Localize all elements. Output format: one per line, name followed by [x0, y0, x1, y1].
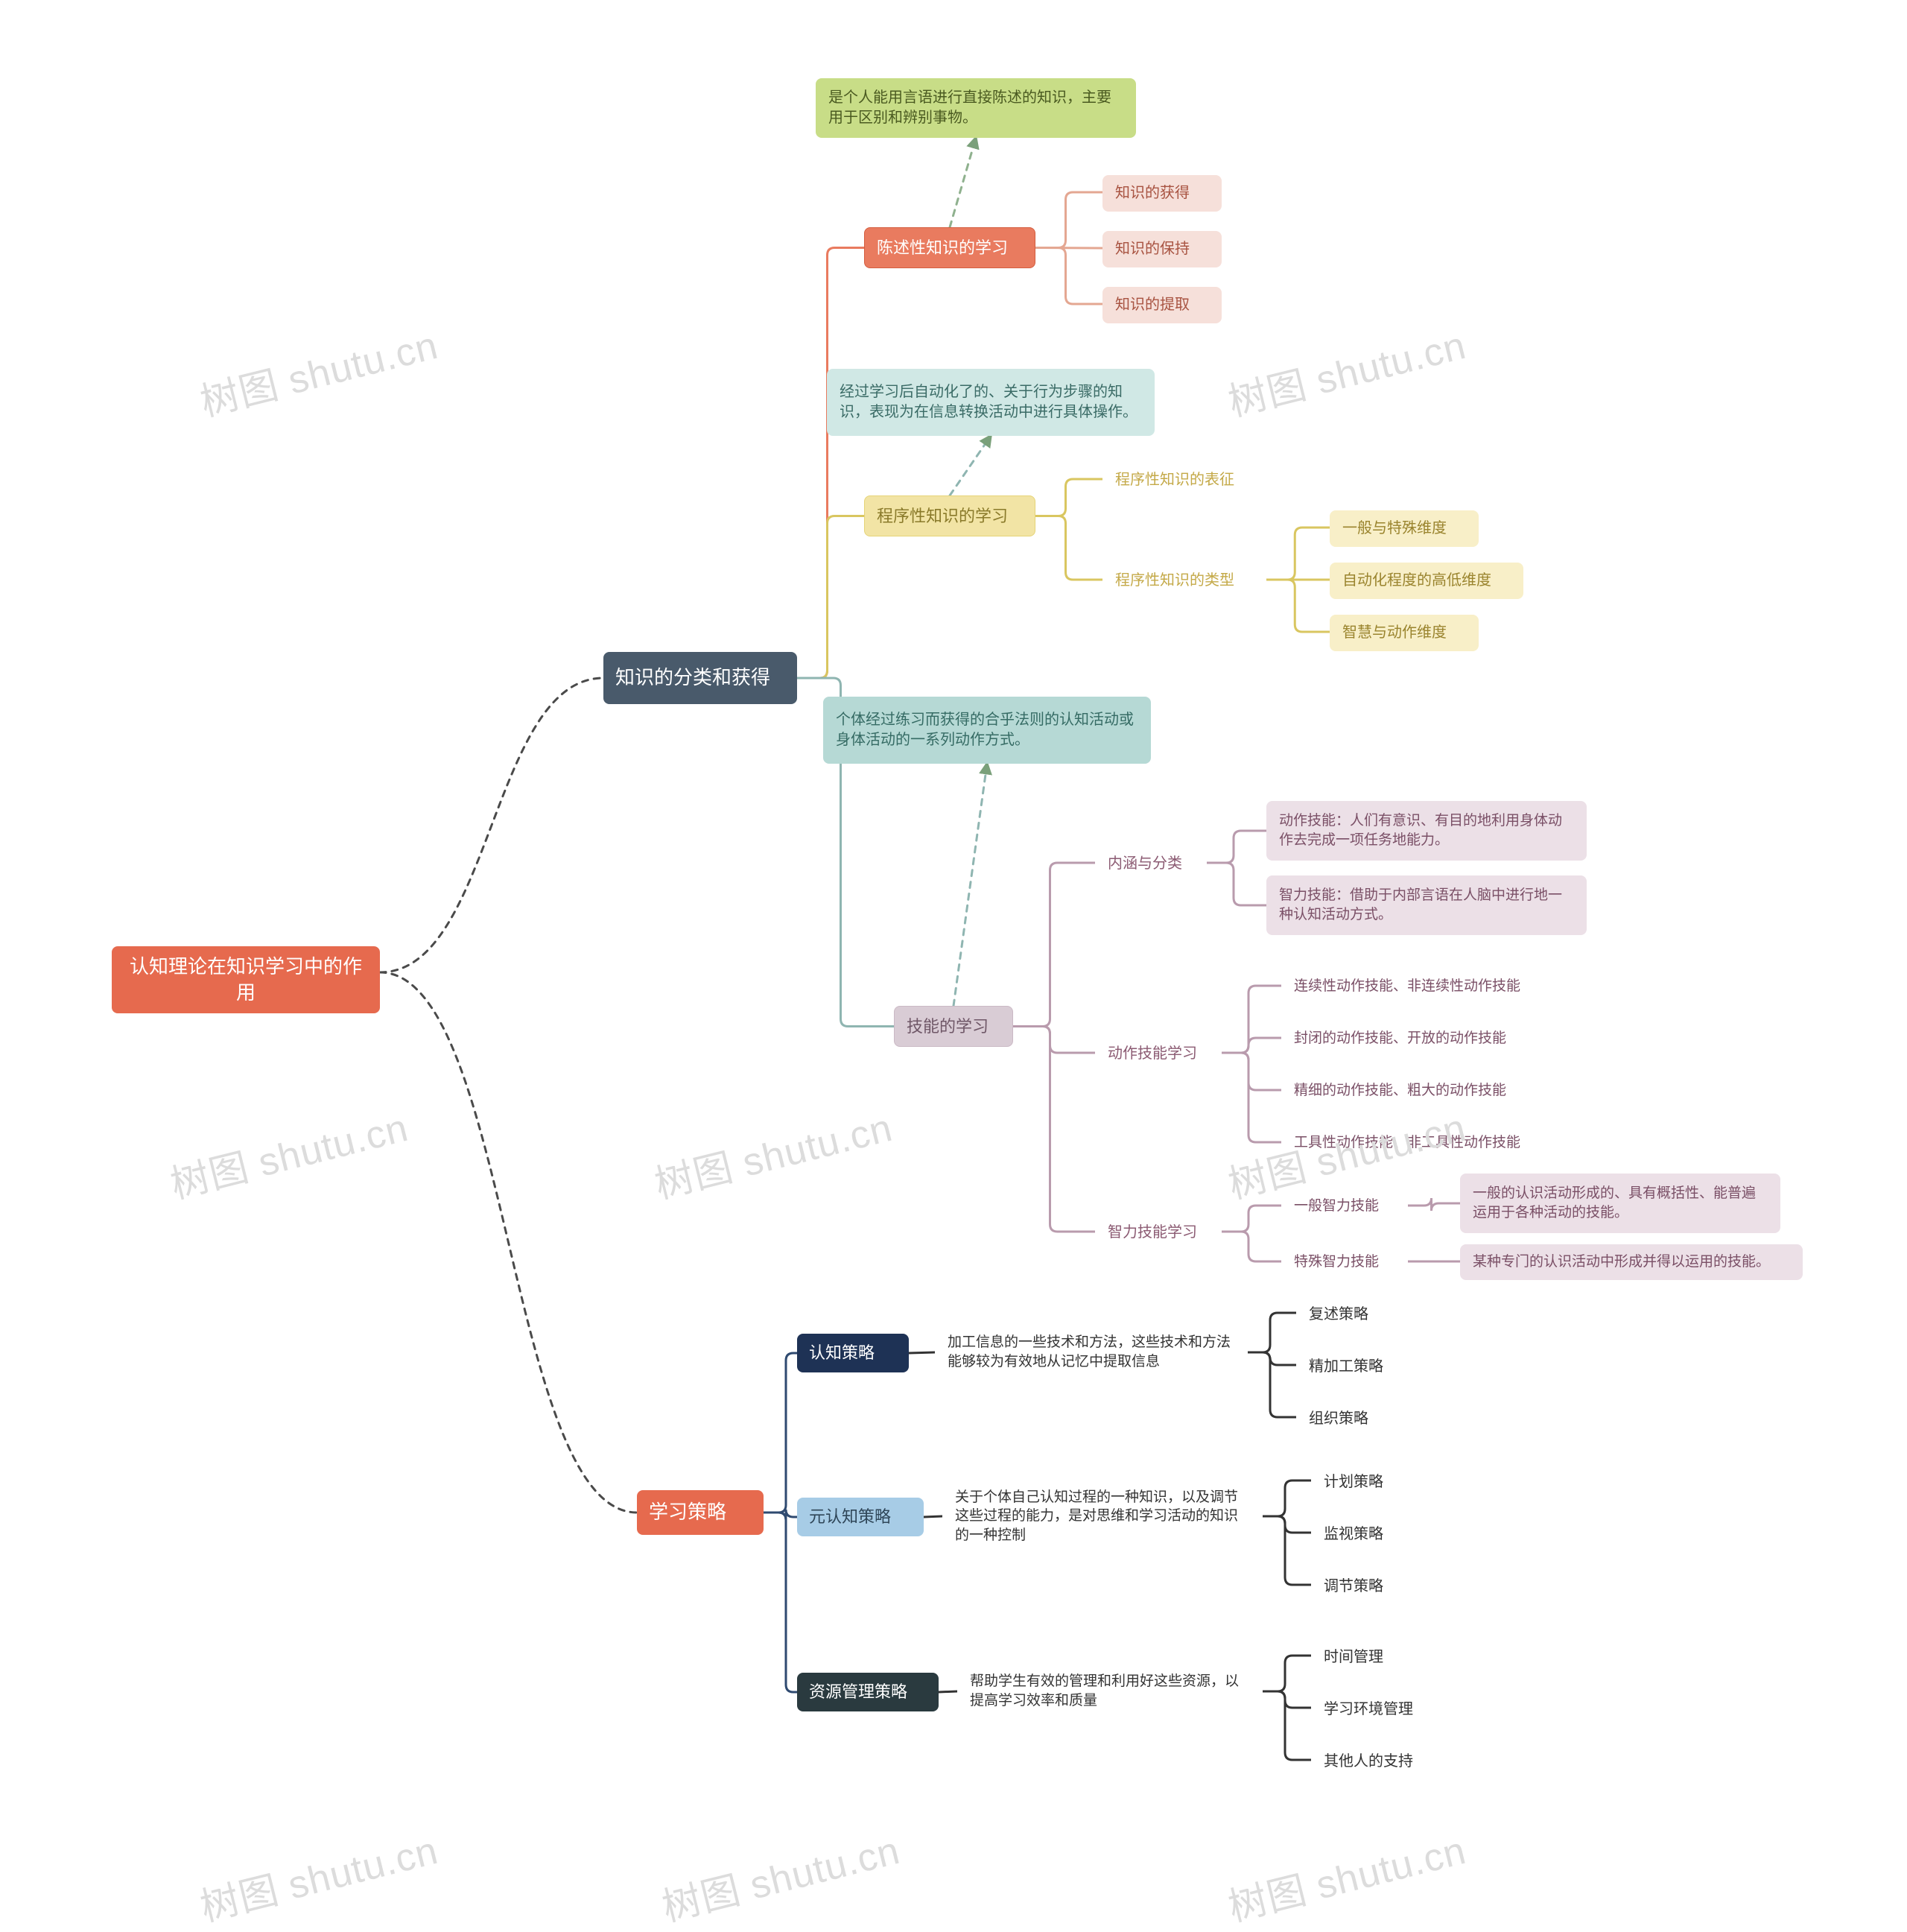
watermark: 树图 shutu.cn	[164, 1096, 413, 1209]
node-b1n2b[interactable]: 程序性知识的类型	[1102, 563, 1266, 599]
node-b1n3c1[interactable]: 一般智力技能	[1281, 1188, 1408, 1224]
node-b2n3b[interactable]: 学习环境管理	[1311, 1691, 1445, 1728]
node-b1n3a2[interactable]: 智力技能：借助于内部言语在人脑中进行地一种认知活动方式。	[1266, 875, 1587, 935]
node-b2n3c[interactable]: 其他人的支持	[1311, 1743, 1445, 1780]
node-b2n1[interactable]: 认知策略	[797, 1334, 909, 1372]
node-b1n_note[interactable]: 是个人能用言语进行直接陈述的知识，主要用于区别和辨别事物。	[816, 78, 1136, 138]
node-b1n1b[interactable]: 知识的保持	[1102, 231, 1222, 267]
node-b2n1b[interactable]: 精加工策略	[1296, 1349, 1415, 1385]
node-b1n1c[interactable]: 知识的提取	[1102, 287, 1222, 323]
node-b2n2a[interactable]: 计划策略	[1311, 1464, 1415, 1501]
node-root[interactable]: 认知理论在知识学习中的作用	[112, 946, 380, 1013]
node-b1[interactable]: 知识的分类和获得	[603, 652, 797, 704]
node-b1n3c1d[interactable]: 一般的认识活动形成的、具有概括性、能普遍运用于各种活动的技能。	[1460, 1174, 1780, 1233]
node-b1n3[interactable]: 技能的学习	[894, 1006, 1013, 1047]
node-b1n3c[interactable]: 智力技能学习	[1095, 1214, 1222, 1251]
node-b2n3d[interactable]: 帮助学生有效的管理和利用好这些资源，以提高学习效率和质量	[957, 1662, 1263, 1721]
node-b1n1a[interactable]: 知识的获得	[1102, 175, 1222, 212]
node-b2n2c[interactable]: 调节策略	[1311, 1568, 1415, 1605]
node-b2n2[interactable]: 元认知策略	[797, 1498, 924, 1536]
node-b1n3b3[interactable]: 精细的动作技能、粗大的动作技能	[1281, 1073, 1549, 1109]
node-b1n2b3[interactable]: 智慧与动作维度	[1330, 615, 1479, 651]
watermark: 树图 shutu.cn	[648, 1096, 897, 1209]
node-b1n3b1[interactable]: 连续性动作技能、非连续性动作技能	[1281, 969, 1564, 1004]
node-b1n3c2d[interactable]: 某种专门的认识活动中形成并得以运用的技能。	[1460, 1244, 1803, 1280]
node-b2n1c[interactable]: 组织策略	[1296, 1401, 1400, 1437]
node-b2n3a[interactable]: 时间管理	[1311, 1639, 1415, 1676]
node-b1n3a[interactable]: 内涵与分类	[1095, 846, 1207, 882]
watermark: 树图 shutu.cn	[194, 314, 442, 427]
watermark: 树图 shutu.cn	[1222, 314, 1470, 427]
node-b1n2b1[interactable]: 一般与特殊维度	[1330, 510, 1479, 547]
node-b1n2b2[interactable]: 自动化程度的高低维度	[1330, 563, 1523, 599]
node-b1n3b[interactable]: 动作技能学习	[1095, 1036, 1222, 1072]
node-b2[interactable]: 学习策略	[637, 1490, 764, 1535]
watermark: 树图 shutu.cn	[194, 1819, 442, 1932]
node-b2n3[interactable]: 资源管理策略	[797, 1673, 939, 1711]
node-b1n2[interactable]: 程序性知识的学习	[864, 495, 1035, 536]
node-b1n3b4[interactable]: 工具性动作技能、非工具性动作技能	[1281, 1125, 1564, 1161]
node-b1n1[interactable]: 陈述性知识的学习	[864, 227, 1035, 268]
node-b2n2b[interactable]: 监视策略	[1311, 1516, 1415, 1553]
node-b2n1a[interactable]: 复述策略	[1296, 1296, 1400, 1333]
node-b1n3_note[interactable]: 个体经过练习而获得的合乎法则的认知活动或身体活动的一系列动作方式。	[823, 697, 1151, 764]
watermark: 树图 shutu.cn	[656, 1819, 904, 1932]
node-b1n2_note[interactable]: 经过学习后自动化了的、关于行为步骤的知识，表现为在信息转换活动中进行具体操作。	[827, 369, 1155, 436]
watermark: 树图 shutu.cn	[1222, 1819, 1470, 1932]
node-b2n2d[interactable]: 关于个体自己认知过程的一种知识，以及调节这些过程的能力，是对思维和学习活动的知识…	[942, 1479, 1263, 1553]
node-b2n1d[interactable]: 加工信息的一些技术和方法，这些技术和方法能够较为有效地从记忆中提取信息	[935, 1319, 1248, 1386]
node-b1n3b2[interactable]: 封闭的动作技能、开放的动作技能	[1281, 1021, 1549, 1057]
node-b1n3c2[interactable]: 特殊智力技能	[1281, 1244, 1408, 1280]
mindmap-canvas: 认知理论在知识学习中的作用 知识的分类和获得学习策略 是个人能用言语进行直接陈述的知…	[0, 0, 1907, 1932]
node-b1n2a[interactable]: 程序性知识的表征	[1102, 462, 1266, 498]
node-b1n3a1[interactable]: 动作技能：人们有意识、有目的地利用身体动作去完成一项任务地能力。	[1266, 801, 1587, 861]
